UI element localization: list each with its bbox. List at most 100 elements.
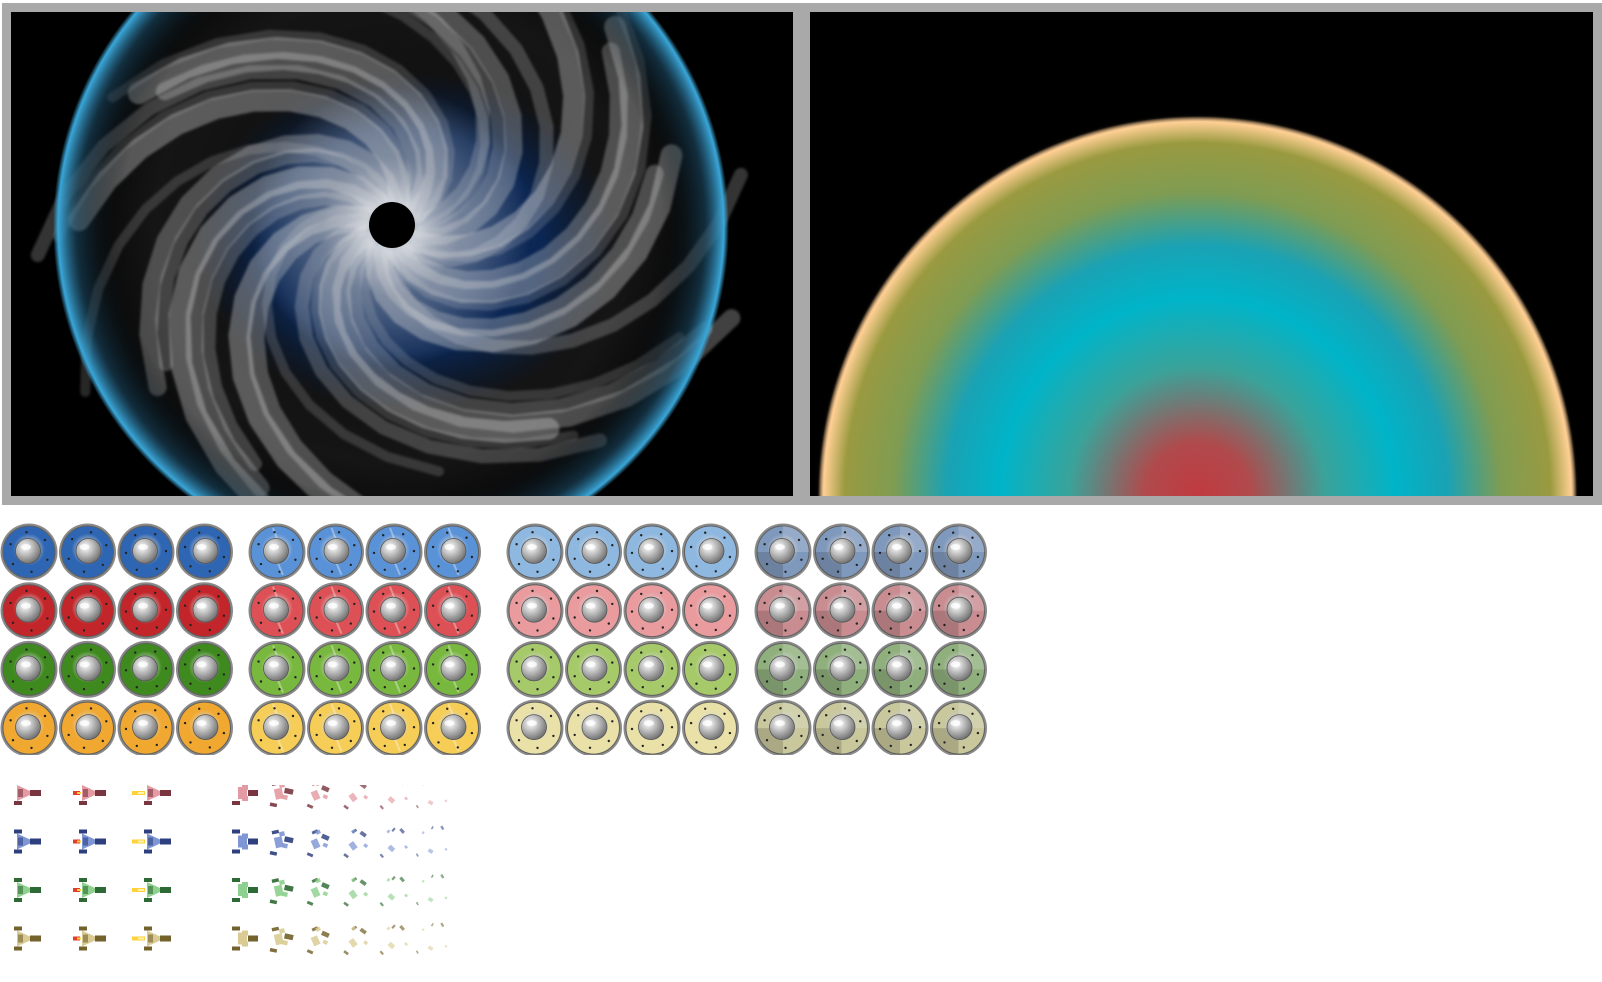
planet-scene-panel (802, 3, 1602, 505)
orb-sprite-yellow-full (117, 699, 175, 755)
ship-sprite-red-idle (14, 785, 41, 805)
vortex-rim (53, 12, 729, 496)
orb-sprite-red-quartered (813, 582, 870, 640)
orb-sprite-blue-quartered (813, 523, 870, 581)
ship-sprite-green-idle (14, 878, 41, 902)
orb-sprite-green-full (117, 640, 175, 698)
planet-body (818, 116, 1577, 496)
orb-sprite-red-cracked (424, 582, 481, 640)
orb-sprite-blue-faded (623, 523, 681, 581)
vortex-black-hole (369, 202, 415, 248)
vortex-scene-panel (2, 3, 802, 505)
orb-sprite-green-full (59, 640, 116, 698)
orb-sprite-green-faded (565, 640, 622, 698)
ship-explosion-yellow-frame-2 (269, 926, 294, 953)
orb-sprite-blue-cracked (307, 523, 364, 581)
ship-sprite-yellow-idle (14, 926, 41, 951)
ship-sprite-green-thrust-red (73, 878, 106, 902)
orb-sprite-red-faded (623, 582, 681, 640)
ship-explosion-blue-frame-4 (343, 828, 369, 859)
orb-sprite-yellow-faded (565, 699, 622, 755)
ship-explosion-green-frame-6 (415, 873, 448, 906)
ship-explosion-green-frame-5 (379, 875, 409, 907)
orb-sprite-green-quartered (813, 640, 870, 698)
ship-sprite-grid (14, 785, 448, 956)
orb-sprite-blue-quartered (754, 523, 812, 581)
orb-sprite-yellow-quartered (754, 699, 812, 755)
orb-sprite-blue-cracked (248, 523, 306, 581)
orb-sprite-red-cracked (365, 582, 423, 640)
ship-explosion-red-frame-2 (269, 785, 294, 808)
orb-sprite-blue-full (59, 523, 116, 581)
orb-sprite-blue-faded (565, 523, 622, 581)
ship-explosion-yellow-frame-1 (232, 926, 258, 951)
ship-explosion-yellow-frame-3 (306, 926, 330, 955)
orb-sprite-yellow-cracked (424, 699, 481, 755)
ship-explosion-yellow-frame-6 (415, 922, 448, 954)
orb-sprite-red-full (117, 582, 175, 640)
vortex-artwork (11, 12, 793, 496)
ship-explosion-blue-frame-2 (269, 829, 294, 856)
orb-sprite-blue-cracked (424, 523, 481, 581)
ship-sprite-sheet (0, 785, 470, 982)
ship-explosion-yellow-frame-4 (343, 925, 369, 956)
orb-sprite-blue-cracked (365, 523, 423, 581)
orb-sprite-red-cracked (307, 582, 364, 640)
ship-explosion-yellow-frame-5 (379, 924, 409, 956)
orb-sprite-yellow-quartered (813, 699, 870, 755)
orb-sprite-blue-quartered (930, 523, 987, 581)
orb-sprite-green-quartered (754, 640, 812, 698)
ship-explosion-green-frame-3 (306, 877, 330, 906)
orb-sprite-red-cracked (248, 582, 306, 640)
ship-sprite-yellow-thrust-yellow (132, 926, 171, 951)
ship-sprite-green-thrust-yellow (132, 878, 171, 902)
ship-sprite-red-thrust-yellow (132, 785, 171, 805)
orb-sprite-yellow-faded (623, 699, 681, 755)
orb-sprite-green-quartered (871, 640, 929, 698)
orb-sprite-yellow-faded (682, 699, 739, 755)
orb-sprite-yellow-cracked (307, 699, 364, 755)
orb-sprite-yellow-cracked (365, 699, 423, 755)
orb-sprite-red-faded (506, 582, 564, 640)
orb-sprite-yellow-full (0, 699, 58, 755)
orb-sprite-yellow-faded (506, 699, 564, 755)
orb-sprite-grid (0, 523, 987, 755)
ship-explosion-green-frame-2 (269, 878, 294, 905)
ship-explosion-red-frame-1 (232, 785, 258, 805)
orb-sprite-red-full (0, 582, 58, 640)
ship-explosion-blue-frame-5 (379, 827, 409, 859)
ship-explosion-blue-frame-1 (232, 829, 258, 854)
orb-sprite-red-quartered (754, 582, 812, 640)
ship-explosion-green-frame-4 (343, 877, 369, 907)
ship-sprite-blue-thrust-red (73, 829, 106, 854)
ship-explosion-red-frame-4 (343, 785, 369, 810)
orb-sprite-sheet (0, 505, 1012, 755)
orb-sprite-blue-faded (682, 523, 739, 581)
orb-sprite-green-full (0, 640, 58, 698)
ship-sprite-blue-thrust-yellow (132, 829, 171, 854)
orb-sprite-red-quartered (930, 582, 987, 640)
orb-sprite-blue-faded (506, 523, 564, 581)
ship-explosion-blue-frame-6 (415, 825, 448, 857)
orb-sprite-red-faded (565, 582, 622, 640)
orb-sprite-blue-quartered (871, 523, 929, 581)
orb-sprite-yellow-cracked (248, 699, 306, 755)
orb-sprite-yellow-quartered (871, 699, 929, 755)
orb-sprite-blue-full (176, 523, 233, 581)
orb-sprite-blue-full (117, 523, 175, 581)
ship-explosion-blue-frame-3 (306, 829, 330, 858)
orb-sprite-red-quartered (871, 582, 929, 640)
planet-artwork (810, 12, 1593, 496)
orb-sprite-green-full (176, 640, 233, 698)
orb-sprite-red-full (176, 582, 233, 640)
orb-sprite-red-full (59, 582, 116, 640)
orb-sprite-green-faded (682, 640, 739, 698)
ship-explosion-red-frame-3 (306, 785, 330, 809)
orb-sprite-yellow-full (59, 699, 116, 755)
orb-sprite-green-cracked (365, 640, 423, 698)
orb-sprite-blue-full (0, 523, 58, 581)
ship-explosion-green-frame-1 (232, 878, 258, 902)
orb-sprite-red-faded (682, 582, 739, 640)
ship-sprite-yellow-thrust-red (73, 926, 106, 951)
orb-sprite-yellow-quartered (930, 699, 987, 755)
